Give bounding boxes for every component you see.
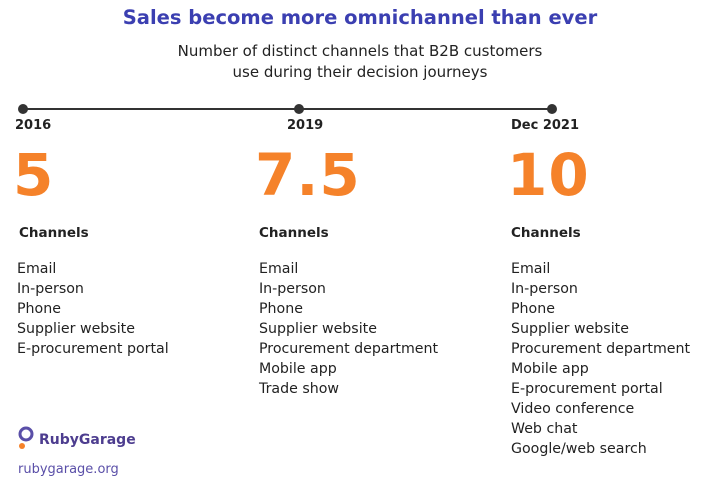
channel-count: 5 (13, 141, 55, 209)
column-dec-2021: Dec 2021 10 Channels Email In-person Phone… (507, 118, 690, 459)
channel-item: Procurement department (259, 341, 439, 357)
channel-item: Phone (17, 301, 61, 317)
channel-item: E-procurement portal (17, 341, 169, 357)
channel-list: Email In-person Phone Supplier website E-pro… (17, 259, 169, 359)
channel-item: Web chat (511, 421, 578, 437)
channel-list: Email In-person Phone Supplier website Procu… (259, 259, 438, 399)
channel-item: Supplier website (511, 321, 629, 337)
channel-item: Email (17, 261, 57, 277)
timeline-dot-2019 (294, 104, 304, 114)
site-link[interactable]: rubygarage.org (18, 462, 119, 477)
brand-name: RubyGarage (39, 432, 136, 448)
timeline-dot-2021 (547, 104, 557, 114)
rubygarage-logo-icon (18, 426, 34, 449)
channel-item: Google/web search (511, 441, 647, 457)
column-2019: 2019 7.5 Channels Email In-person Phone Sup… (255, 118, 438, 399)
channel-item: In-person (17, 281, 84, 297)
year-label: Dec 2021 (511, 118, 580, 133)
channel-item: Video conference (511, 401, 635, 417)
chart-subtitle: Number of distinct channels that B2B cus… (0, 41, 720, 83)
channel-item: Supplier website (17, 321, 135, 337)
subtitle-line-1: Number of distinct channels that B2B cus… (177, 42, 543, 60)
channel-item: In-person (511, 281, 578, 297)
channel-item: Email (511, 261, 551, 277)
chart-title: Sales become more omnichannel than ever (122, 6, 598, 29)
channel-item: Procurement department (511, 341, 691, 357)
channels-heading: Channels (259, 225, 329, 241)
timeline-dot-2016 (18, 104, 28, 114)
year-label: 2019 (287, 118, 324, 133)
channel-item: Mobile app (259, 361, 337, 377)
column-2016: 2016 5 Channels Email In-person Phone Suppl… (13, 118, 169, 359)
timeline-line (23, 108, 552, 110)
channel-count: 7.5 (255, 141, 361, 209)
channel-item: E-procurement portal (511, 381, 663, 397)
channel-item: Phone (259, 301, 303, 317)
brand-logo[interactable]: RubyGarage (17, 425, 136, 455)
channel-list: Email In-person Phone Supplier website Procu… (511, 259, 690, 459)
timeline (0, 98, 720, 122)
channel-item: Mobile app (511, 361, 589, 377)
channel-item: Trade show (259, 381, 340, 397)
channel-item: Phone (511, 301, 555, 317)
channel-item: Supplier website (259, 321, 377, 337)
channels-heading: Channels (19, 225, 89, 241)
channel-item: Email (259, 261, 299, 277)
year-label: 2016 (15, 118, 52, 133)
subtitle-line-2: use during their decision journeys (232, 63, 488, 81)
channels-heading: Channels (511, 225, 581, 241)
channel-count: 10 (507, 141, 590, 209)
channel-item: In-person (259, 281, 326, 297)
